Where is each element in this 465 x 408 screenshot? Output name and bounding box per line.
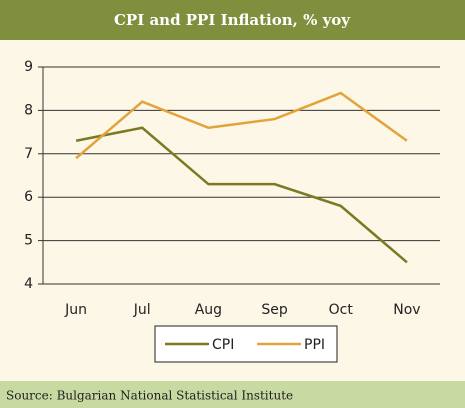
x-tick-label: Jun [64,302,87,318]
y-tick-label: 4 [24,276,33,292]
chart-title: CPI and PPI Inflation, % yoy [114,11,351,29]
y-tick-label: 5 [24,233,33,249]
x-tick-label: Nov [393,302,420,318]
x-tick-label: Jul [133,302,151,318]
line-series [75,91,408,160]
source: Source: Bulgarian National Statistical I… [6,389,293,403]
legend-label: CPI [212,337,234,353]
legend-label: PPI [304,337,325,353]
x-tick-label: Aug [195,302,222,318]
x-tick-label: Oct [329,302,354,318]
y-tick-label: 9 [24,59,33,75]
line-series [75,126,408,264]
y-tick-label: 6 [24,189,33,205]
title-bar [0,0,465,40]
source-bar [0,381,465,408]
y-tick-label: 7 [24,146,33,162]
x-tick-label: Sep [261,302,288,318]
y-tick-label: 8 [24,102,33,118]
